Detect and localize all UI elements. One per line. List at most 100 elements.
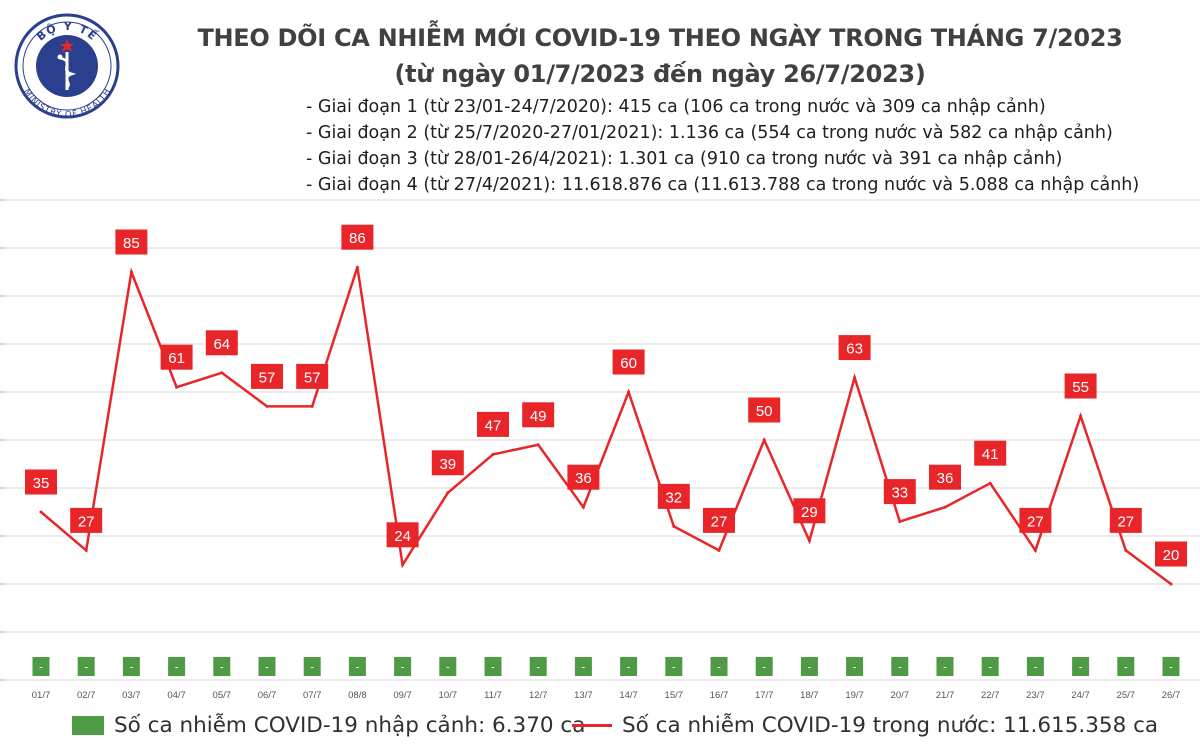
imported-bar [168, 657, 186, 676]
imported-bar-label: - [401, 662, 405, 674]
imported-bar-label: - [988, 662, 992, 674]
imported-bar-label: - [1124, 662, 1128, 674]
data-label-box [567, 464, 600, 490]
imported-bar-label: - [582, 662, 586, 674]
imported-bar-label: - [491, 662, 495, 674]
data-label-box [703, 507, 735, 533]
data-label-box [386, 522, 419, 548]
imported-bar [574, 657, 592, 676]
line-point [355, 265, 359, 269]
x-tick-label: 08/8 [348, 690, 367, 701]
stage-summary-list: - Giai đoạn 1 (từ 23/01-24/7/2020): 415 … [306, 94, 1139, 198]
stage-1-summary: - Giai đoạn 1 (từ 23/01-24/7/2020): 415 … [306, 97, 1046, 117]
line-point [1169, 582, 1173, 586]
imported-bar-label: - [627, 662, 631, 674]
line-point [898, 520, 902, 524]
line-point [175, 385, 179, 389]
legend-imported: Số ca nhiễm COVID-19 nhập cảnh: 6.370 ca [72, 713, 585, 738]
line-point [536, 443, 540, 447]
line-point [1033, 548, 1037, 552]
line-point [672, 524, 676, 528]
x-tick-label: 04/7 [167, 690, 186, 701]
data-label-box [251, 363, 283, 389]
x-tick-label: 07/7 [303, 690, 322, 701]
imported-bar [710, 657, 728, 676]
data-label: 63 [846, 341, 863, 358]
data-label-box [1064, 373, 1097, 399]
imported-bar-label: - [220, 662, 224, 674]
imported-bar-label: - [175, 662, 179, 674]
legend: Số ca nhiễm COVID-19 nhập cảnh: 6.370 ca… [0, 713, 1200, 747]
data-label: 24 [394, 528, 411, 545]
imported-bar [122, 657, 140, 676]
imported-bar [484, 657, 502, 676]
data-label: 85 [123, 235, 140, 252]
data-label: 36 [937, 470, 954, 487]
x-tick-label: 13/7 [574, 690, 593, 701]
data-labels: 35 27 85 61 64 57 57 86 24 39 47 49 36 60 32 27 50 29 63 33… [25, 224, 1187, 567]
data-label: 61 [168, 350, 185, 367]
data-label: 27 [711, 513, 728, 530]
imported-bar [1162, 657, 1180, 676]
line-point [627, 390, 631, 394]
imported-bar-label: - [265, 662, 269, 674]
data-label: 39 [439, 456, 456, 473]
data-label-box [883, 479, 916, 505]
legend-line-swatch [572, 724, 612, 727]
imported-bar-label: - [717, 662, 721, 674]
imported-bar [529, 657, 547, 676]
imported-bar-label: - [310, 662, 314, 674]
data-label: 27 [1117, 513, 1134, 530]
x-tick-label: 11/7 [484, 690, 502, 701]
x-tick-label: 18/7 [800, 690, 819, 701]
data-label-box [1109, 507, 1142, 533]
imported-bar-label: - [943, 662, 947, 674]
legend-bar-swatch [72, 716, 104, 735]
imported-bar-label: - [853, 662, 857, 674]
imported-bar [258, 657, 276, 676]
imported-bar-label: - [762, 662, 766, 674]
imported-bar [303, 657, 321, 676]
x-tick-label: 26/7 [1162, 690, 1181, 701]
data-label-box [974, 440, 1007, 466]
data-label-box [838, 335, 871, 361]
data-label: 49 [530, 408, 547, 425]
data-label-box [1155, 541, 1187, 567]
line-point [84, 548, 88, 552]
stage-4-summary: - Giai đoạn 4 (từ 27/4/2021): 11.618.876… [306, 175, 1140, 195]
line-point [762, 438, 766, 442]
chart-title: THEO DÕI CA NHIỄM MỚI COVID-19 THEO NGÀY… [197, 24, 1123, 52]
imported-bar [936, 657, 954, 676]
imported-bar-label: - [1079, 662, 1083, 674]
imported-bar-label: - [808, 662, 812, 674]
data-label: 55 [1072, 379, 1089, 396]
imported-bar [891, 657, 909, 676]
imported-bar [800, 657, 818, 676]
legend-domestic: Số ca nhiễm COVID-19 trong nước: 11.615.… [572, 713, 1158, 738]
data-label: 27 [78, 513, 95, 530]
x-tick-label: 24/7 [1071, 690, 1090, 701]
data-label-box [522, 402, 555, 428]
x-tick-label: 17/7 [755, 690, 774, 701]
x-tick-label: 15/7 [665, 690, 684, 701]
imported-bar [1026, 657, 1044, 676]
imported-bar-label: - [898, 662, 902, 674]
data-label: 33 [891, 485, 908, 502]
data-label: 50 [756, 403, 773, 420]
imported-bar [394, 657, 412, 676]
x-tick-label: 25/7 [1117, 690, 1136, 701]
line-point [129, 270, 133, 274]
imported-bar [755, 657, 773, 676]
x-tick-label: 19/7 [845, 690, 864, 701]
line-point [717, 548, 721, 552]
imported-cases-bars: -------------------------- [32, 657, 1180, 676]
data-label: 32 [665, 489, 682, 506]
line-point [401, 563, 405, 567]
stage-2-summary: - Giai đoạn 2 (từ 25/7/2020-27/01/2021):… [306, 123, 1113, 143]
data-label-box [793, 498, 826, 524]
line-point [491, 452, 495, 456]
imported-bar-label: - [446, 662, 450, 674]
data-label-box [929, 464, 961, 490]
data-label: 47 [485, 417, 502, 434]
imported-bar-label: - [39, 662, 43, 674]
